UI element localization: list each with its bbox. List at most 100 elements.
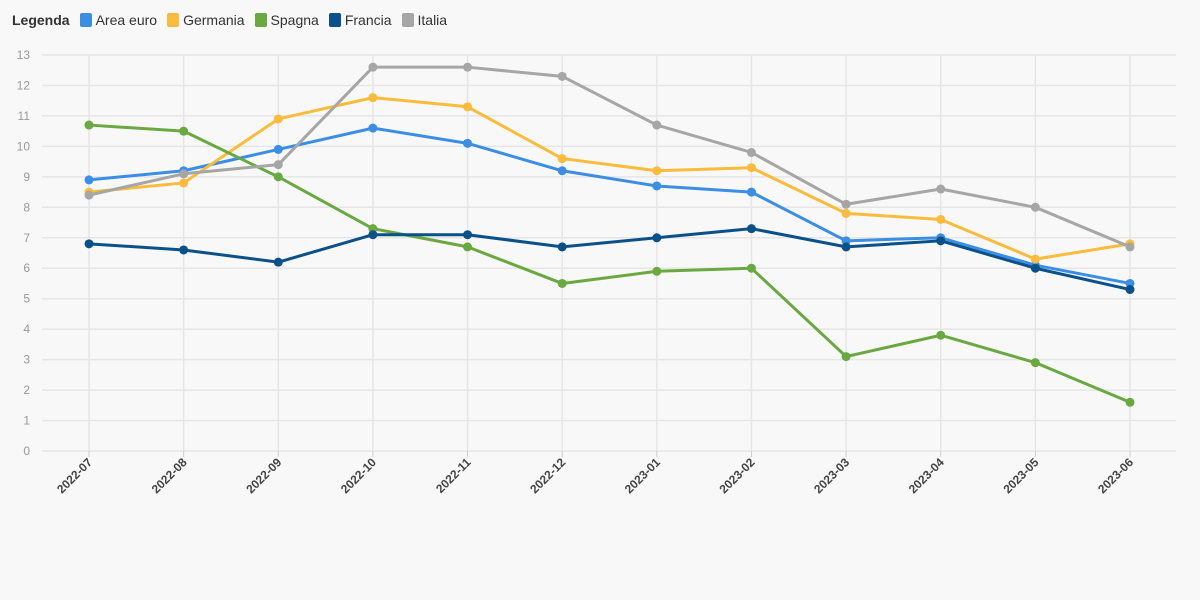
data-point-italia bbox=[84, 190, 94, 200]
x-tick-label: 2022-12 bbox=[527, 455, 568, 496]
data-point-spagna bbox=[936, 330, 946, 340]
x-tick-label: 2023-03 bbox=[811, 455, 852, 496]
legend-label-francia: Francia bbox=[344, 12, 392, 28]
x-tick-label: 2022-08 bbox=[149, 455, 190, 496]
data-point-spagna bbox=[557, 278, 567, 288]
data-point-area-euro bbox=[652, 181, 662, 191]
data-point-italia bbox=[179, 169, 189, 179]
legend-swatch-spagna bbox=[254, 13, 267, 27]
legend-item-area-euro[interactable]: Area euro bbox=[79, 12, 158, 28]
y-tick-label: 9 bbox=[23, 170, 30, 184]
legend-label-italia: Italia bbox=[417, 12, 448, 28]
legend: Legenda Area euro Germania Spagna Franci… bbox=[12, 12, 449, 28]
data-point-francia bbox=[368, 230, 378, 240]
data-point-germania bbox=[463, 102, 473, 112]
y-tick-label: 4 bbox=[23, 322, 30, 336]
legend-label-area-euro: Area euro bbox=[95, 12, 158, 28]
data-point-spagna bbox=[84, 120, 94, 130]
series-line-italia bbox=[87, 65, 1132, 249]
legend-swatch-italia bbox=[401, 13, 414, 27]
x-axis: 2022-07 2022-08 2022-09 2022-10 2022-11 2022-… bbox=[54, 451, 1136, 496]
y-tick-label: 13 bbox=[17, 48, 31, 62]
data-point-francia bbox=[652, 233, 662, 243]
data-point-italia bbox=[652, 120, 662, 130]
data-point-francia bbox=[179, 245, 189, 255]
legend-item-italia[interactable]: Italia bbox=[401, 12, 448, 28]
series-line-francia bbox=[87, 227, 1132, 292]
x-tick-label: 2023-05 bbox=[1000, 455, 1041, 496]
legend-swatch-area-euro bbox=[79, 13, 92, 27]
y-tick-label: 2 bbox=[23, 383, 30, 397]
legend-label-germania: Germania bbox=[183, 12, 245, 28]
data-point-italia bbox=[1030, 202, 1040, 212]
data-point-area-euro bbox=[463, 138, 473, 148]
data-point-italia bbox=[841, 199, 851, 209]
data-point-francia bbox=[841, 242, 851, 252]
data-point-francia bbox=[557, 242, 567, 252]
data-point-germania bbox=[841, 208, 851, 218]
x-tick-label: 2022-10 bbox=[338, 455, 379, 496]
legend-item-germania[interactable]: Germania bbox=[167, 12, 245, 28]
data-point-italia bbox=[557, 71, 567, 81]
data-point-francia bbox=[1030, 263, 1040, 273]
data-point-francia bbox=[84, 239, 94, 249]
legend-item-francia[interactable]: Francia bbox=[328, 12, 392, 28]
data-point-francia bbox=[463, 230, 473, 240]
data-point-germania bbox=[652, 166, 662, 176]
y-tick-label: 8 bbox=[23, 200, 30, 214]
data-point-italia bbox=[273, 160, 283, 170]
data-point-italia bbox=[463, 62, 473, 72]
data-point-francia bbox=[1125, 285, 1135, 295]
x-tick-label: 2023-04 bbox=[906, 455, 947, 496]
y-tick-label: 3 bbox=[23, 353, 30, 367]
data-point-area-euro bbox=[273, 144, 283, 154]
data-point-spagna bbox=[1125, 397, 1135, 407]
x-tick-label: 2023-06 bbox=[1095, 455, 1136, 496]
data-point-spagna bbox=[273, 172, 283, 182]
series-line-spagna bbox=[87, 123, 1132, 404]
x-tick-label: 2023-01 bbox=[622, 455, 663, 496]
y-tick-label: 11 bbox=[18, 109, 31, 123]
legend-item-spagna[interactable]: Spagna bbox=[254, 12, 319, 28]
data-point-spagna bbox=[463, 242, 473, 252]
data-point-area-euro bbox=[746, 187, 756, 197]
legend-label-spagna: Spagna bbox=[270, 12, 319, 28]
x-tick-label: 2022-09 bbox=[243, 455, 284, 496]
x-tick-label: 2022-07 bbox=[54, 455, 95, 496]
data-point-germania bbox=[936, 214, 946, 224]
legend-title: Legenda bbox=[12, 12, 70, 28]
y-tick-label: 12 bbox=[17, 78, 31, 92]
data-point-germania bbox=[179, 178, 189, 188]
data-point-area-euro bbox=[368, 123, 378, 133]
y-tick-label: 5 bbox=[23, 292, 30, 306]
data-point-spagna bbox=[652, 266, 662, 276]
y-tick-label: 7 bbox=[23, 231, 30, 245]
legend-swatch-germania bbox=[167, 13, 180, 27]
data-point-area-euro bbox=[557, 166, 567, 176]
data-point-francia bbox=[936, 236, 946, 246]
data-point-francia bbox=[746, 224, 756, 234]
data-point-italia bbox=[936, 184, 946, 194]
y-tick-label: 6 bbox=[23, 261, 30, 275]
data-point-francia bbox=[273, 257, 283, 267]
data-point-germania bbox=[746, 163, 756, 173]
data-point-area-euro bbox=[84, 175, 94, 185]
data-point-spagna bbox=[1030, 358, 1040, 368]
data-point-italia bbox=[368, 62, 378, 72]
data-point-spagna bbox=[841, 352, 851, 362]
legend-swatch-francia bbox=[328, 13, 341, 27]
x-tick-label: 2023-02 bbox=[717, 455, 758, 496]
series-line-area-euro bbox=[87, 126, 1132, 285]
data-point-germania bbox=[557, 154, 567, 164]
series-group bbox=[84, 62, 1135, 407]
x-tick-label: 2022-11 bbox=[433, 455, 474, 496]
y-tick-label: 10 bbox=[17, 139, 31, 153]
data-point-spagna bbox=[746, 263, 756, 273]
y-tick-label: 0 bbox=[23, 444, 30, 458]
data-point-germania bbox=[1030, 254, 1040, 264]
data-point-italia bbox=[1125, 242, 1135, 252]
data-point-italia bbox=[746, 147, 756, 157]
data-point-germania bbox=[368, 93, 378, 103]
series-line-germania bbox=[87, 96, 1132, 261]
y-tick-label: 1 bbox=[23, 414, 30, 428]
